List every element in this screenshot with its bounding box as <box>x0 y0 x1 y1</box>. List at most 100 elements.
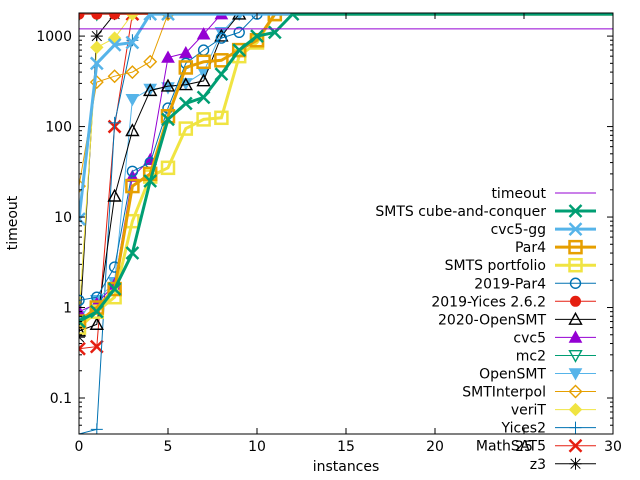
data-point <box>89 339 104 354</box>
data-point <box>568 257 583 273</box>
x-tick-label: 5 <box>164 439 173 455</box>
legend-label: 2019-Par4 <box>474 276 546 292</box>
x-tick-label: 30 <box>604 439 622 455</box>
data-point <box>178 60 194 75</box>
legend-label: cvc5-gg <box>491 222 546 238</box>
data-point <box>107 188 122 202</box>
series-line <box>79 13 613 323</box>
data-point <box>126 165 139 178</box>
data-point <box>107 281 122 297</box>
data-point <box>79 294 85 307</box>
data-point <box>79 341 86 356</box>
data-point <box>160 160 176 176</box>
data-point <box>89 317 104 330</box>
data-point <box>107 69 122 84</box>
x-tick-label: 15 <box>337 439 355 455</box>
x-axis-label: instances <box>313 459 380 475</box>
data-point <box>250 29 264 43</box>
data-point <box>125 65 140 80</box>
data-point <box>107 37 122 52</box>
data-point <box>125 123 140 137</box>
data-point <box>214 67 229 81</box>
data-point <box>568 239 583 255</box>
y-tick-label: 100 <box>45 120 72 136</box>
data-point <box>570 295 581 307</box>
data-point <box>568 368 583 381</box>
data-point <box>568 349 583 363</box>
legend-label: Yices2 <box>501 421 546 437</box>
data-point <box>196 73 211 87</box>
x-tick-label: 0 <box>75 439 84 455</box>
legend-label: SMTInterpol <box>462 385 546 401</box>
legend-label: 2019-Yices 2.6.2 <box>431 294 546 310</box>
data-point <box>143 54 158 69</box>
data-point <box>90 423 103 434</box>
data-point <box>569 277 582 289</box>
data-point <box>125 178 140 194</box>
data-point <box>568 438 583 453</box>
data-point <box>143 83 158 97</box>
data-point <box>215 32 228 44</box>
x-tick-label: 25 <box>515 439 533 455</box>
data-point <box>285 13 300 21</box>
data-point <box>568 330 583 343</box>
data-point <box>79 314 87 329</box>
data-point <box>233 26 245 39</box>
y-tick-label: 0.1 <box>50 391 72 407</box>
data-point <box>125 94 140 107</box>
series-line <box>79 13 613 187</box>
data-point <box>178 96 193 111</box>
data-point <box>568 402 583 417</box>
legend-label: mc2 <box>516 348 546 364</box>
data-point <box>90 40 104 55</box>
legend-label: z3 <box>530 457 546 473</box>
data-point <box>90 30 103 43</box>
data-point <box>196 90 211 105</box>
y-axis-label: timeout <box>5 195 21 250</box>
legend-label: SMTS portfolio <box>445 258 546 274</box>
data-point <box>89 300 105 315</box>
data-point <box>79 304 86 317</box>
data-point <box>89 304 104 319</box>
legend-label: 2020-OpenSMT <box>438 312 546 328</box>
data-point <box>125 246 140 260</box>
data-point <box>267 25 282 40</box>
legend-label: veriT <box>511 403 547 419</box>
legend-label: Par4 <box>515 240 546 256</box>
data-point <box>568 384 583 399</box>
data-point <box>79 314 86 329</box>
legend-label: SMTS cube-and-conquer <box>375 204 546 220</box>
data-point <box>196 112 211 127</box>
y-tick-label: 1 <box>63 301 72 317</box>
data-point <box>109 13 121 20</box>
data-point <box>231 42 247 58</box>
data-point <box>161 50 175 63</box>
data-point <box>79 13 85 20</box>
data-point <box>178 121 194 136</box>
data-point <box>107 282 122 296</box>
data-point <box>196 54 211 70</box>
legend-label: timeout <box>491 186 546 202</box>
data-point <box>108 116 121 129</box>
data-point <box>569 421 582 434</box>
data-point <box>568 311 583 325</box>
data-point <box>178 77 193 91</box>
data-point <box>125 13 140 21</box>
legend-label: MathSAT5 <box>476 439 546 455</box>
data-point <box>143 174 158 188</box>
series-smts-cube-and-conquer <box>79 13 613 329</box>
data-point <box>143 13 158 21</box>
data-point <box>160 78 176 92</box>
legend-label: cvc5 <box>513 330 546 346</box>
axis-ticks: 0 5 10 15 20 25 30 0.1 1 10 100 1000 <box>36 13 622 455</box>
data-point <box>568 204 583 218</box>
data-point <box>161 112 175 127</box>
series-line <box>79 13 613 329</box>
data-point <box>569 457 582 470</box>
legend-label: OpenSMT <box>479 367 546 383</box>
series-line <box>79 13 613 313</box>
data-point <box>89 56 104 71</box>
data-point <box>214 28 229 42</box>
data-point <box>79 212 86 226</box>
